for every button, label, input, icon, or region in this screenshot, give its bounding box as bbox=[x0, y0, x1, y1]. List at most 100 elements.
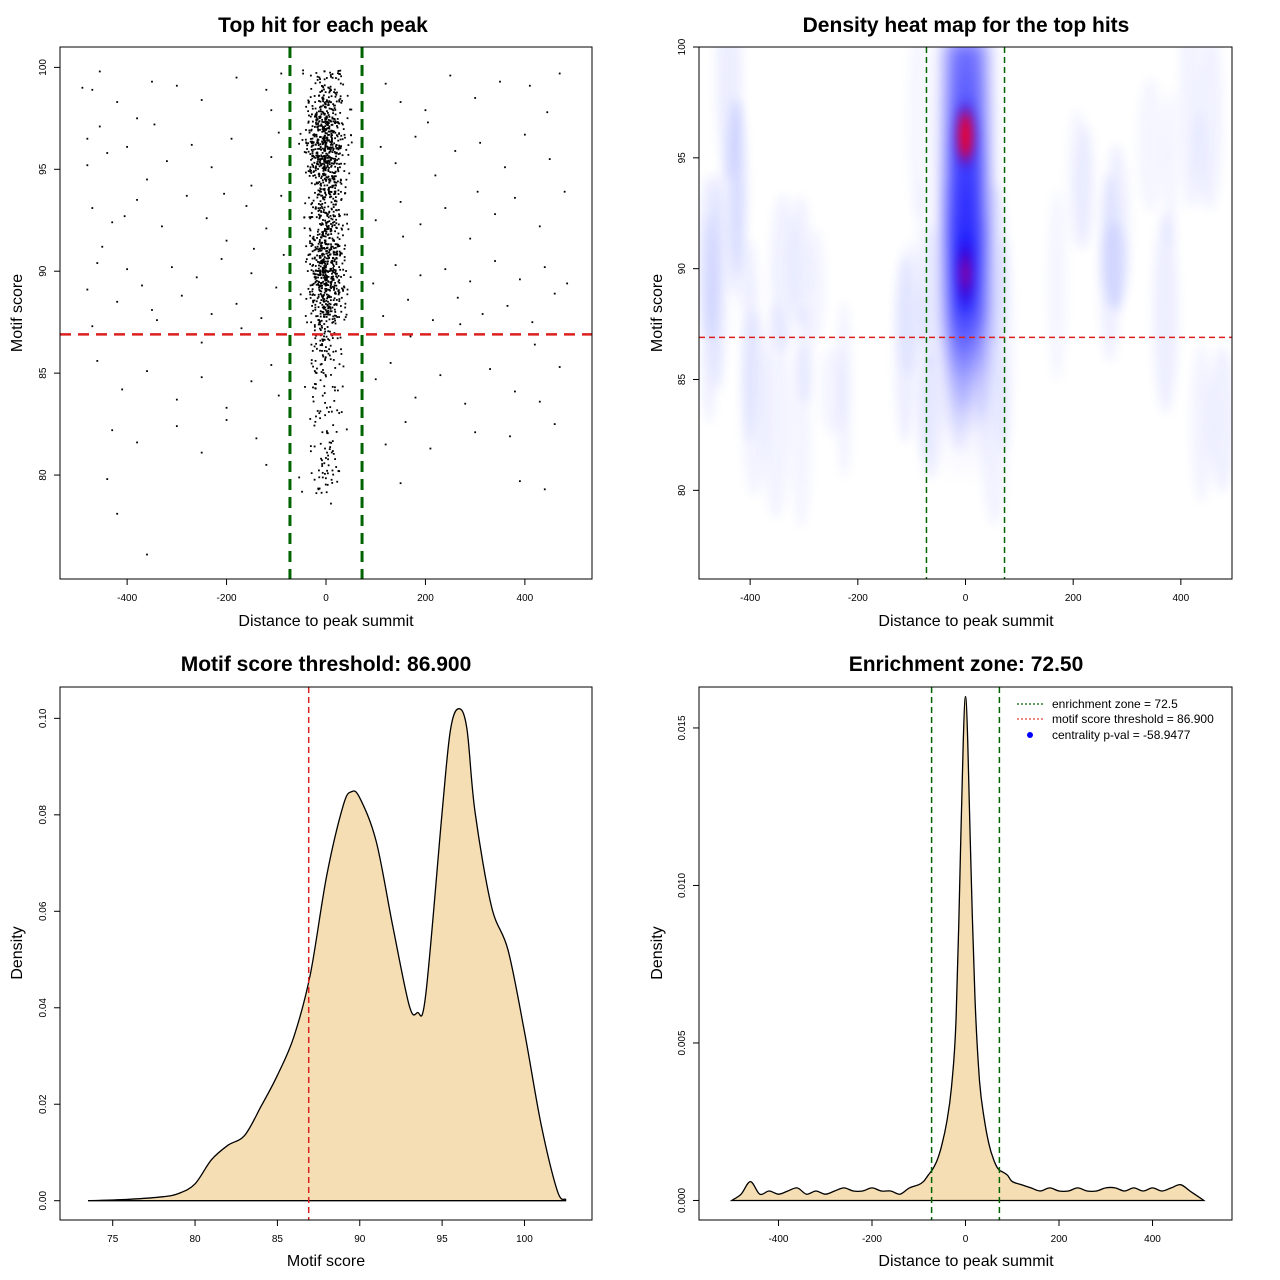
scatter-point bbox=[328, 305, 330, 308]
scatter-point bbox=[332, 178, 335, 181]
scatter-point bbox=[331, 440, 334, 443]
scatter-point bbox=[321, 271, 324, 273]
scatter-point bbox=[335, 181, 338, 184]
scatter-point bbox=[309, 253, 312, 256]
scatter-point bbox=[81, 86, 84, 89]
scatter-point bbox=[326, 326, 329, 328]
scatter-point bbox=[309, 217, 312, 220]
scatter-point bbox=[324, 169, 327, 172]
scatter-point bbox=[311, 349, 314, 352]
score-density-title: Motif score threshold: 86.900 bbox=[181, 653, 472, 676]
scatter-point bbox=[338, 213, 340, 216]
scatter-point bbox=[309, 96, 312, 98]
scatter-point bbox=[519, 278, 521, 281]
scatter-point bbox=[330, 101, 332, 104]
scatter-point bbox=[329, 190, 332, 193]
scatter-point bbox=[336, 167, 339, 169]
score-density-axes: 75 80 85 90 95 100 0.00 0.02 0.04 0.06 0.08 0.10 bbox=[38, 708, 533, 1245]
scatter-point bbox=[331, 318, 334, 321]
heatmap-haze-blob bbox=[729, 101, 746, 306]
scatter-point bbox=[337, 232, 340, 235]
scatter-point bbox=[316, 155, 319, 158]
scatter-point bbox=[322, 126, 324, 129]
scatter-point bbox=[334, 170, 337, 173]
scatter-point bbox=[91, 207, 94, 209]
scatter-point bbox=[319, 244, 322, 247]
scatter-point bbox=[314, 107, 317, 110]
scatter-point bbox=[332, 184, 335, 187]
scatter-point bbox=[336, 91, 338, 94]
scatter-point bbox=[329, 196, 331, 199]
scatter-point bbox=[331, 186, 334, 189]
scatter-point bbox=[123, 215, 126, 218]
scatter-point bbox=[337, 275, 340, 277]
scatter-point bbox=[479, 141, 482, 144]
scatter-point bbox=[454, 150, 457, 152]
scatter-point bbox=[200, 451, 203, 454]
scatter-point bbox=[318, 115, 321, 118]
scatter-point bbox=[327, 284, 330, 287]
scatter-point bbox=[323, 235, 326, 238]
scatter-point bbox=[334, 253, 337, 256]
scatter-point bbox=[322, 266, 325, 269]
scatter-point bbox=[321, 471, 324, 474]
scatter-point bbox=[334, 281, 336, 284]
scatter-point bbox=[431, 319, 434, 322]
scatter-point bbox=[301, 139, 304, 141]
scatter-point bbox=[326, 276, 328, 279]
scatter-point bbox=[409, 335, 412, 338]
scatter-point bbox=[341, 224, 344, 227]
scatter-point bbox=[322, 209, 325, 211]
scatter-point bbox=[317, 210, 320, 212]
scatter-point bbox=[321, 118, 324, 121]
scatter-point bbox=[334, 92, 337, 94]
scatter-point bbox=[323, 385, 326, 388]
scatter-point bbox=[323, 101, 326, 104]
scatter-point bbox=[245, 205, 248, 207]
scatter-point bbox=[308, 100, 310, 103]
scatter-point bbox=[334, 108, 337, 111]
scatter-point bbox=[328, 91, 331, 94]
scatter-point bbox=[533, 343, 536, 346]
scatter-point bbox=[506, 304, 509, 307]
scatter-point bbox=[339, 69, 342, 72]
scatter-point bbox=[338, 245, 341, 247]
scatter-point bbox=[310, 149, 313, 151]
scatter-point bbox=[318, 189, 321, 192]
scatter-point bbox=[240, 327, 243, 330]
scatter-point bbox=[311, 216, 314, 218]
scatter-point bbox=[319, 363, 322, 366]
scatter-point bbox=[86, 288, 89, 291]
scatter-point bbox=[316, 347, 318, 350]
scatter-point bbox=[319, 207, 322, 209]
scatter-point bbox=[328, 220, 331, 223]
scatter-point bbox=[329, 303, 332, 306]
scatter-point bbox=[314, 280, 317, 283]
scatter-point bbox=[336, 118, 339, 120]
scatter-point bbox=[325, 275, 328, 277]
scatter-point bbox=[342, 288, 344, 291]
scatter-point bbox=[309, 445, 312, 448]
scatter-point bbox=[325, 311, 328, 313]
scatter-point bbox=[333, 308, 336, 311]
legend-threshold-label: motif score threshold = 86.900 bbox=[1052, 712, 1214, 726]
scatter-point bbox=[336, 316, 339, 318]
heatmap-reference-lines bbox=[699, 47, 1232, 579]
scatter-point bbox=[331, 171, 334, 174]
scatter-point bbox=[333, 332, 336, 334]
scatter-point bbox=[319, 249, 322, 252]
scatter-point bbox=[336, 272, 338, 275]
scatter-point bbox=[305, 105, 308, 108]
scatter-point bbox=[336, 276, 339, 279]
scatter-point bbox=[316, 182, 318, 185]
scatter-point bbox=[399, 101, 402, 103]
scatter-point bbox=[318, 165, 321, 168]
scatter-point bbox=[331, 123, 334, 126]
scatter-point bbox=[315, 342, 318, 345]
scatter-point bbox=[312, 263, 315, 266]
scatter-point bbox=[322, 315, 325, 318]
scatter-point bbox=[325, 264, 328, 267]
scatter-point bbox=[316, 315, 319, 317]
scatter-point bbox=[343, 259, 346, 262]
scatter-point bbox=[334, 181, 337, 184]
